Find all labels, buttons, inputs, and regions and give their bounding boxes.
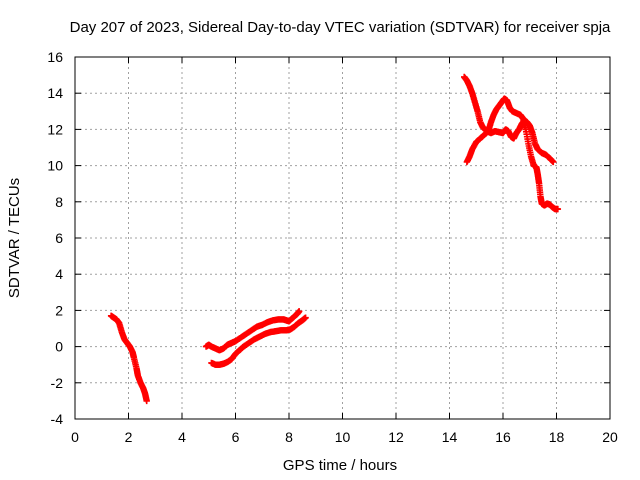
x-axis-title: GPS time / hours xyxy=(283,457,397,474)
series-arc-1 xyxy=(107,312,150,405)
y-tick-label: 2 xyxy=(55,302,63,318)
x-tick-label: 0 xyxy=(71,429,79,445)
data-point xyxy=(143,397,150,405)
series-layer xyxy=(107,73,562,405)
x-tick-label: 20 xyxy=(602,429,618,445)
y-tick-label: -4 xyxy=(51,411,64,427)
y-tick-label: 8 xyxy=(55,194,63,210)
x-tick-label: 6 xyxy=(232,429,240,445)
series-arc-2a xyxy=(202,308,303,354)
y-tick-label: -2 xyxy=(51,375,64,391)
y-axis-title: SDTVAR / TECUs xyxy=(6,178,23,298)
chart-title: Day 207 of 2023, Sidereal Day-to-day VTE… xyxy=(70,19,611,36)
y-tick-label: 16 xyxy=(47,49,63,65)
data-point xyxy=(295,308,303,315)
x-tick-label: 14 xyxy=(442,429,458,445)
y-tick-label: 14 xyxy=(47,85,63,101)
data-point xyxy=(302,314,309,321)
x-tick-label: 4 xyxy=(178,429,186,445)
data-point xyxy=(550,158,557,166)
x-tick-label: 18 xyxy=(549,429,565,445)
series-arc-2b xyxy=(208,314,309,368)
y-tick-label: 12 xyxy=(47,121,63,137)
x-tick-label: 10 xyxy=(335,429,351,445)
x-tick-label: 8 xyxy=(285,429,293,445)
y-tick-label: 6 xyxy=(55,230,63,246)
y-tick-label: 4 xyxy=(55,266,63,282)
series-arc-3b xyxy=(463,95,562,213)
y-tick-label: 10 xyxy=(47,158,63,174)
y-tick-label: 0 xyxy=(55,339,63,355)
tick-layer: 0 2 4 6 8 10 12 14 16 18 20 -4 -2 0 2 4 6 8 10 12 14 16 xyxy=(47,49,618,445)
data-point xyxy=(554,205,562,213)
x-tick-label: 16 xyxy=(495,429,511,445)
x-tick-label: 12 xyxy=(388,429,404,445)
x-tick-label: 2 xyxy=(125,429,133,445)
